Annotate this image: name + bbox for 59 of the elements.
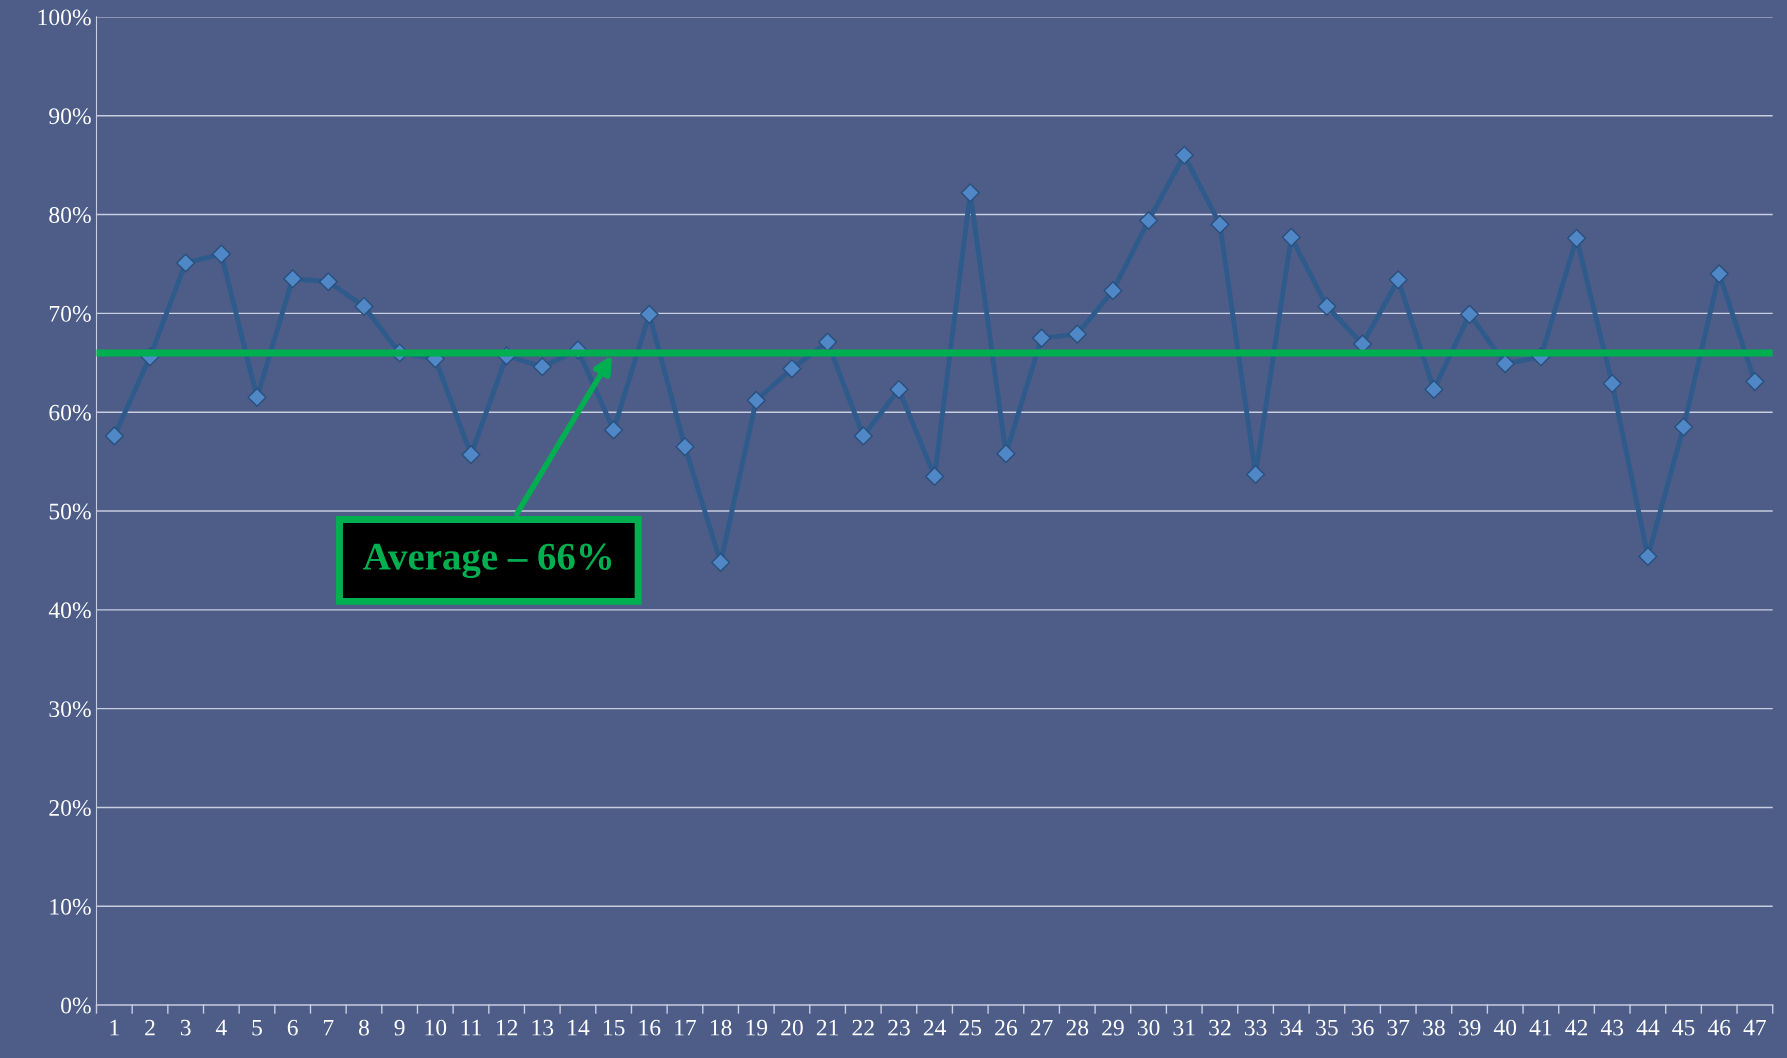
x-tick-label: 18 — [710, 1019, 732, 1036]
x-tick-label: 32 — [1209, 1019, 1231, 1036]
y-tick-label: 50% — [49, 503, 91, 520]
y-tick-label: 40% — [48, 602, 91, 619]
x-tick-label: 40 — [1493, 1019, 1517, 1036]
x-tick-label: 42 — [1565, 1019, 1588, 1036]
x-tick-label: 44 — [1636, 1019, 1660, 1036]
x-tick-label: 17 — [675, 1019, 697, 1036]
x-tick-label: 11 — [461, 1019, 481, 1036]
x-tick-label: 4 — [215, 1019, 227, 1036]
y-tick-label: 100% — [38, 9, 91, 26]
x-tick-label: 21 — [816, 1019, 838, 1036]
x-tick-label: 26 — [995, 1019, 1018, 1036]
x-tick-label: 27 — [1030, 1019, 1053, 1036]
y-tick-label: 10% — [50, 898, 91, 915]
x-tick-label: 28 — [1066, 1019, 1089, 1036]
x-tick-label: 46 — [1707, 1019, 1731, 1036]
y-tick-label: 60% — [49, 404, 91, 421]
y-tick-label: 20% — [49, 799, 91, 816]
x-tick-label: 19 — [746, 1019, 768, 1036]
x-tick-label: 1 — [110, 1019, 119, 1036]
x-tick-label: 7 — [323, 1019, 334, 1036]
y-tick-label: 70% — [49, 305, 91, 322]
x-tick-label: 30 — [1137, 1019, 1160, 1036]
x-tick-label: 9 — [394, 1019, 405, 1036]
x-tick-label: 8 — [358, 1019, 369, 1036]
x-tick-label: 37 — [1387, 1019, 1410, 1036]
x-tick-label: 38 — [1423, 1019, 1445, 1036]
x-tick-label: 39 — [1458, 1019, 1481, 1036]
x-tick-label: 41 — [1529, 1019, 1552, 1036]
x-tick-label: 36 — [1351, 1019, 1374, 1036]
x-tick-label: 34 — [1280, 1019, 1303, 1036]
y-tick-label: 0% — [61, 997, 91, 1014]
x-tick-label: 13 — [532, 1019, 554, 1036]
x-tick-label: 20 — [781, 1019, 803, 1036]
x-tick-label: 15 — [603, 1019, 625, 1036]
x-tick-label: 6 — [287, 1019, 298, 1036]
y-tick-label: 80% — [49, 207, 91, 224]
x-tick-label: 22 — [852, 1019, 874, 1036]
x-tick-label: 10 — [425, 1019, 447, 1036]
x-tick-label: 23 — [888, 1019, 910, 1036]
y-tick-label: 90% — [49, 108, 91, 125]
x-tick-label: 33 — [1244, 1019, 1267, 1036]
x-tick-label: 14 — [568, 1019, 590, 1036]
x-tick-label: 24 — [923, 1019, 947, 1036]
x-tick-label: 16 — [639, 1019, 661, 1036]
x-tick-label: 47 — [1743, 1019, 1766, 1036]
x-tick-label: 12 — [496, 1019, 518, 1036]
x-tick-label: 2 — [145, 1019, 155, 1036]
x-tick-label: 45 — [1672, 1019, 1695, 1036]
x-tick-label: 3 — [180, 1019, 191, 1036]
ref-line-label: Average – 66% — [363, 543, 612, 579]
x-tick-label: 31 — [1173, 1019, 1195, 1036]
x-tick-label: 43 — [1600, 1019, 1624, 1036]
x-tick-label: 29 — [1102, 1019, 1124, 1036]
x-tick-label: 35 — [1316, 1019, 1338, 1036]
x-tick-label: 25 — [959, 1019, 982, 1036]
x-tick-label: 5 — [252, 1019, 262, 1036]
y-tick-label: 30% — [49, 701, 91, 718]
